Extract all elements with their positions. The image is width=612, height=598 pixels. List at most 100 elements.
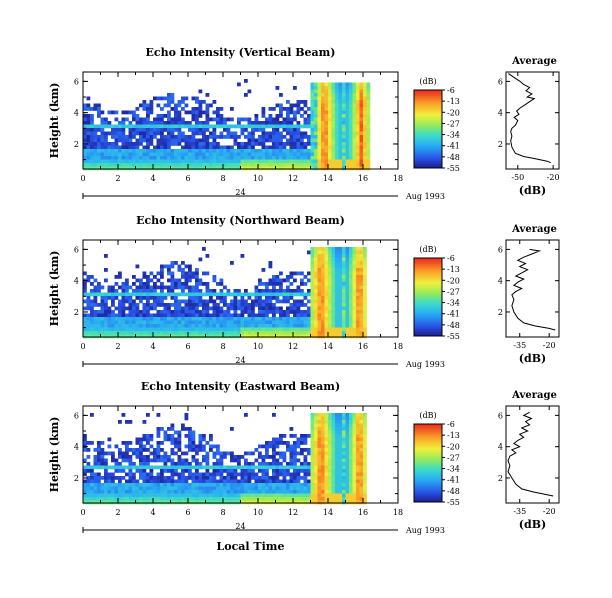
heatmap-cell <box>174 159 178 164</box>
x-tick-label: 16 <box>358 174 368 183</box>
heatmap-cell <box>331 128 336 132</box>
heatmap-cell <box>289 327 294 332</box>
heatmap-cell <box>90 159 94 164</box>
heatmap-cell <box>93 500 98 505</box>
heatmap-cell <box>198 292 203 297</box>
heatmap-cell <box>303 458 308 463</box>
heatmap-cell <box>146 434 150 438</box>
heatmap-cell <box>363 124 367 129</box>
heatmap-cell <box>254 121 259 125</box>
heatmap-cell <box>363 152 367 157</box>
heatmap-cell <box>121 299 126 304</box>
heatmap-cell <box>338 247 343 251</box>
heatmap-cell <box>93 497 98 501</box>
heatmap-cell <box>261 268 266 272</box>
heatmap-cell <box>356 469 360 473</box>
heatmap-cell <box>314 296 318 300</box>
heatmap-cell <box>265 117 269 122</box>
heatmap-cell <box>251 334 255 339</box>
heatmap-cell <box>167 483 171 487</box>
heatmap-cell <box>86 103 91 108</box>
heatmap-cell <box>156 131 161 136</box>
heatmap-cell <box>237 465 241 470</box>
heatmap-cell <box>258 469 262 473</box>
heatmap-cell <box>296 131 301 136</box>
heatmap-cell <box>345 296 350 300</box>
heatmap-cell <box>359 163 364 167</box>
heatmap-cell <box>230 479 234 484</box>
heatmap-cell <box>363 423 367 428</box>
heatmap-cell <box>289 493 294 498</box>
colorbar-tick-label: -55 <box>447 498 460 507</box>
heatmap-cell <box>335 278 339 283</box>
heatmap-cell <box>303 159 308 164</box>
heatmap-cell <box>268 455 273 459</box>
heatmap-cell <box>342 114 346 118</box>
heatmap-cell <box>212 465 217 470</box>
heatmap-cell <box>184 152 189 157</box>
heatmap-cell <box>307 107 311 111</box>
heatmap-cell <box>289 163 294 167</box>
heatmap-cell <box>212 497 217 501</box>
heatmap-cell <box>331 166 336 171</box>
heatmap-cell <box>188 285 192 290</box>
heatmap-cell <box>335 247 339 251</box>
heatmap-cell <box>352 427 357 431</box>
heatmap-cell <box>184 486 189 491</box>
heatmap-cell <box>90 324 94 328</box>
heatmap-cell <box>160 121 164 125</box>
heatmap-cell <box>111 296 115 300</box>
heatmap-cell <box>149 303 154 307</box>
heatmap-cell <box>198 486 203 491</box>
heatmap-cell <box>167 490 171 494</box>
heatmap-cell <box>317 458 322 463</box>
heatmap-cell <box>188 334 192 339</box>
heatmap-cell <box>223 465 227 470</box>
heatmap-cell <box>275 500 280 505</box>
heatmap-cell <box>244 497 248 501</box>
heatmap-cell <box>128 420 133 424</box>
heatmap-cell <box>205 299 210 304</box>
heatmap-cell <box>100 490 105 494</box>
heatmap-cell <box>282 289 287 293</box>
heatmap-cell <box>135 490 140 494</box>
heatmap-cell <box>324 324 329 328</box>
heatmap-cell <box>307 486 311 491</box>
heatmap-cell <box>324 131 329 136</box>
heatmap-cell <box>160 282 164 286</box>
heatmap-cell <box>114 486 119 491</box>
heatmap-cell <box>100 306 105 311</box>
heatmap-cell <box>282 497 287 501</box>
heatmap-cell <box>352 292 357 297</box>
heatmap-cell <box>132 159 136 164</box>
heatmap-cell <box>366 159 371 164</box>
heatmap-cell <box>342 455 346 459</box>
heatmap-cell <box>293 152 297 157</box>
heatmap-cell <box>202 483 206 487</box>
heatmap-cell <box>191 128 196 132</box>
heatmap-cell <box>142 420 147 424</box>
heatmap-cell <box>125 500 129 505</box>
heatmap-cell <box>149 500 154 505</box>
heatmap-cell <box>209 437 213 442</box>
heatmap-cell <box>363 275 367 279</box>
heatmap-cell <box>219 131 224 136</box>
heatmap-cell <box>128 455 133 459</box>
heatmap-cell <box>93 107 98 111</box>
heatmap-cell <box>181 465 185 470</box>
heatmap-cell <box>300 317 304 321</box>
heatmap-cell <box>107 317 112 321</box>
heatmap-cell <box>174 166 178 171</box>
heatmap-cell <box>219 497 224 501</box>
heatmap-cell <box>349 296 353 300</box>
heatmap-cell <box>317 451 322 456</box>
heatmap-cell <box>261 306 266 311</box>
heatmap-cell <box>90 163 94 167</box>
heatmap-cell <box>209 166 213 171</box>
x-tick-label: 16 <box>358 508 368 517</box>
heatmap-cell <box>118 121 122 125</box>
heatmap-cell <box>125 320 129 325</box>
heatmap-cell <box>286 448 290 452</box>
heatmap-cell <box>338 299 343 304</box>
heatmap-cell <box>356 107 360 111</box>
